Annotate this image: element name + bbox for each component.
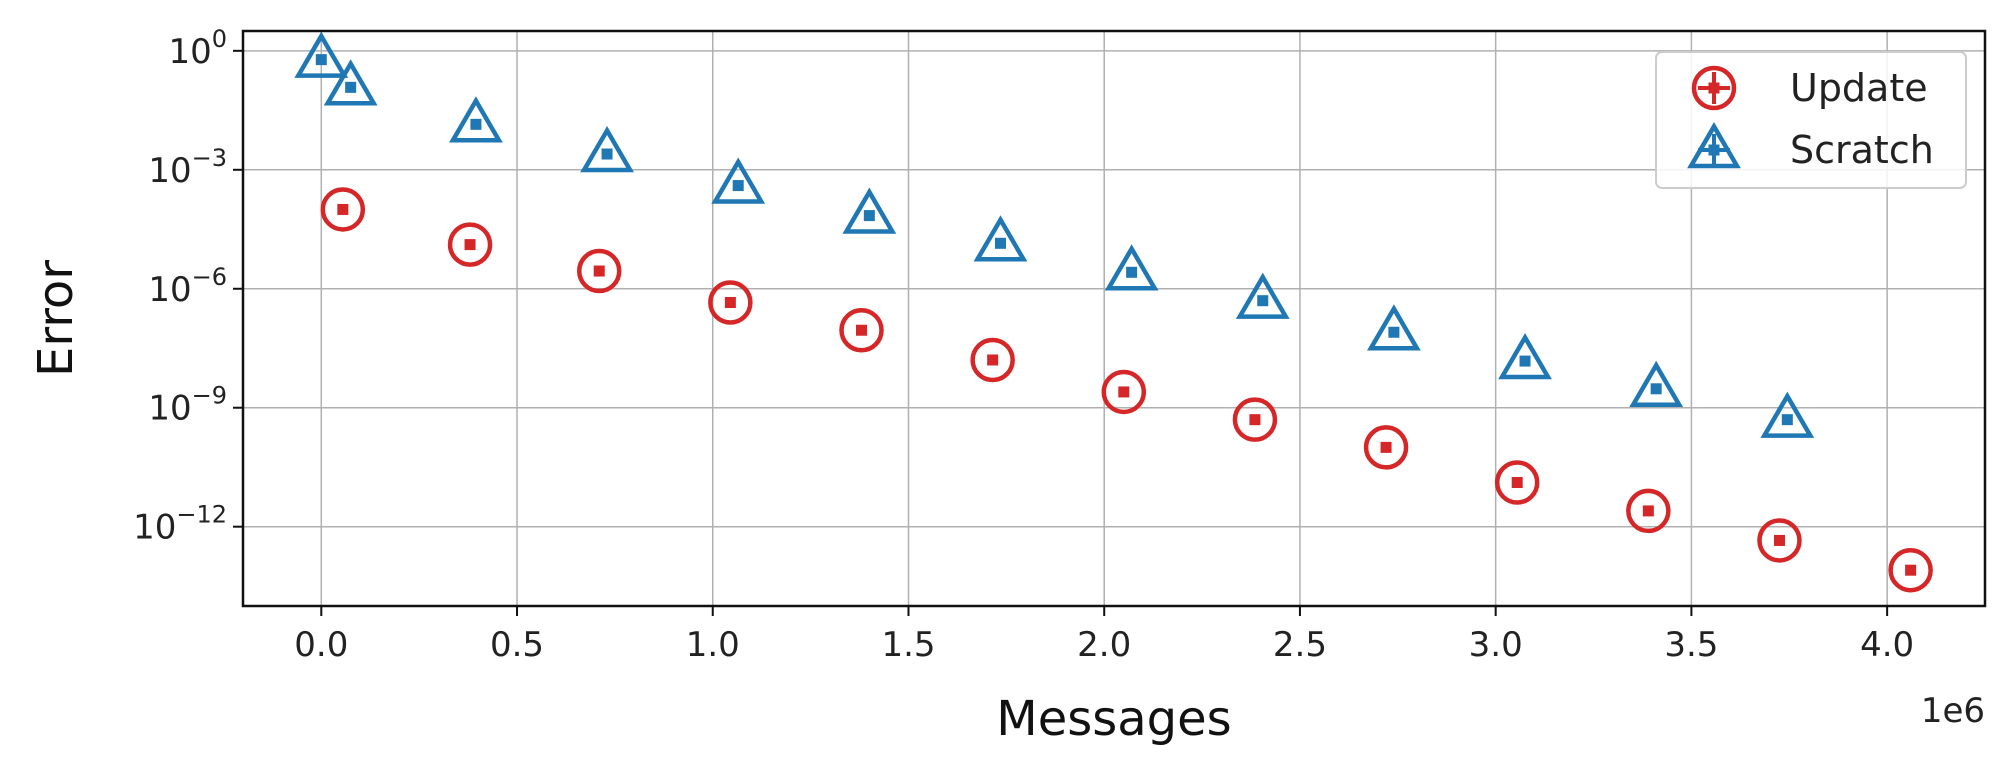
x-tick-label: 4.0 (1860, 625, 1914, 665)
y-tick-exponent: 0 (212, 25, 227, 53)
y-tick-label: 10−3 (148, 144, 227, 191)
legend-label: Scratch (1790, 128, 1934, 172)
scratch-point (1629, 360, 1684, 408)
scratch-point (842, 187, 897, 234)
x-tick-label: 1.5 (881, 625, 935, 665)
y-tick-exponent: −9 (192, 382, 227, 410)
scratch-point (1366, 304, 1421, 351)
legend-item-scratch: Scratch (1687, 121, 1934, 172)
y-tick-base: 10 (168, 32, 211, 72)
legend: Update Scratch (1655, 51, 1967, 189)
scratch-point (973, 215, 1028, 262)
y-tick-exponent: −3 (192, 144, 227, 172)
scratch-point (323, 59, 378, 106)
scratch-point (294, 31, 349, 78)
axis-ticks: 0.0 0.5 1.0 1.5 2.0 2.5 3.0 3.5 4.010010−310−610… (133, 25, 1914, 665)
update-point (1888, 547, 1933, 593)
x-tick-label: 1.0 (686, 625, 740, 665)
y-tick-label: 10−9 (148, 382, 227, 429)
update-point (320, 187, 366, 232)
x-axis-offset-text: 1e6 (1921, 691, 1985, 731)
scratch-point (1104, 244, 1159, 291)
y-tick-label: 10−12 (133, 501, 227, 548)
update-point (1101, 369, 1147, 415)
update-point (447, 222, 493, 267)
legend-marker-scratch (1687, 121, 1741, 169)
y-tick-base: 10 (133, 508, 176, 548)
update-point (1494, 460, 1540, 505)
series-scratch (294, 31, 1815, 438)
y-tick-label: 100 (168, 25, 227, 72)
update-point (576, 248, 622, 294)
x-tick-label: 0.0 (294, 625, 348, 665)
y-axis-label: Error (28, 260, 84, 377)
y-tick-base: 10 (148, 270, 191, 310)
y-tick-exponent: −12 (176, 501, 227, 529)
scratch-point (1760, 391, 1815, 438)
x-tick-label: 2.0 (1077, 625, 1131, 665)
legend-label: Update (1790, 66, 1928, 110)
y-tick-base: 10 (148, 389, 191, 429)
plot-area-frame (241, 29, 1987, 608)
legend-marker-update (1691, 65, 1737, 111)
y-tick-base: 10 (148, 151, 191, 191)
scratch-point (1498, 333, 1552, 380)
update-point (1232, 397, 1278, 442)
update-point (1363, 425, 1409, 470)
y-tick-exponent: −6 (192, 263, 227, 291)
data-points (294, 31, 1933, 593)
x-tick-label: 2.5 (1273, 625, 1327, 665)
update-point (1626, 488, 1671, 534)
legend-item-update: Update (1691, 65, 1928, 111)
x-tick-label: 3.5 (1664, 625, 1718, 665)
x-axis-label: Messages (996, 691, 1231, 747)
update-point (708, 280, 753, 325)
scratch-point (449, 96, 503, 143)
scratch-point (580, 125, 634, 173)
update-point (1757, 518, 1802, 563)
scratch-point (711, 157, 766, 204)
x-tick-label: 3.0 (1469, 625, 1523, 665)
update-point (970, 337, 1015, 383)
x-tick-label: 0.5 (490, 625, 544, 665)
update-point (839, 307, 884, 353)
scratch-point (1235, 272, 1290, 319)
y-tick-label: 10−6 (148, 263, 227, 310)
series-update (320, 187, 1933, 593)
